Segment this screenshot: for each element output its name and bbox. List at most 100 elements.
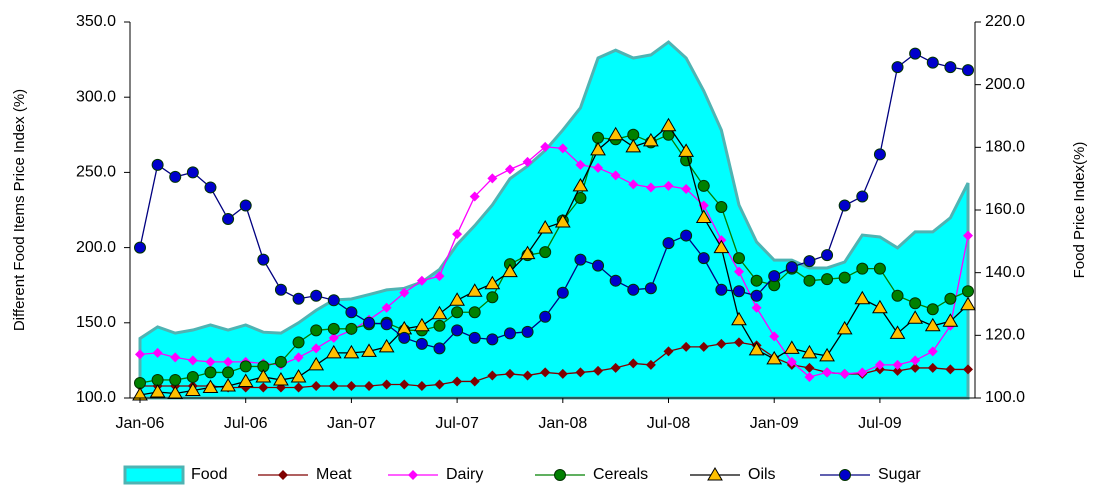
marker xyxy=(697,179,710,192)
marker xyxy=(856,190,869,203)
marker xyxy=(698,341,709,352)
marker xyxy=(732,252,745,265)
y2-tick-label: 220.0 xyxy=(985,13,1025,30)
marker xyxy=(292,336,305,349)
marker xyxy=(186,166,199,179)
marker xyxy=(325,344,342,359)
marker xyxy=(328,380,339,391)
marker xyxy=(239,199,252,212)
marker xyxy=(924,317,941,332)
marker xyxy=(963,364,973,375)
marker xyxy=(768,270,781,283)
marker xyxy=(151,373,164,386)
marker xyxy=(627,283,640,296)
marker xyxy=(574,253,587,266)
legend-label: Dairy xyxy=(446,466,483,483)
x-tick-label: Jan-09 xyxy=(750,415,799,432)
marker xyxy=(433,319,446,332)
y-tick-label: 100.0 xyxy=(76,389,116,406)
marker xyxy=(786,356,797,367)
marker xyxy=(838,271,851,284)
marker xyxy=(751,302,762,313)
marker xyxy=(927,346,938,357)
marker xyxy=(697,252,710,265)
y2-axis-title: Food Price Index(%) xyxy=(1071,142,1088,279)
marker xyxy=(328,332,339,343)
marker xyxy=(927,362,938,373)
marker xyxy=(290,368,307,383)
legend-swatch xyxy=(123,465,185,485)
marker xyxy=(503,327,516,340)
marker xyxy=(522,156,533,167)
y-tick-label: 150.0 xyxy=(76,314,116,331)
marker xyxy=(625,138,642,153)
marker xyxy=(872,299,888,314)
marker xyxy=(519,245,536,260)
marker xyxy=(149,383,166,398)
marker xyxy=(590,141,606,156)
x-tick-label: Jul-06 xyxy=(224,415,268,432)
marker xyxy=(838,199,851,212)
marker xyxy=(187,355,198,366)
marker xyxy=(926,303,939,316)
marker xyxy=(311,343,322,354)
marker xyxy=(469,376,480,387)
legend-item: Cereals xyxy=(535,466,648,483)
marker xyxy=(748,341,765,356)
marker xyxy=(257,253,270,266)
marker xyxy=(539,246,552,259)
marker xyxy=(416,275,427,286)
marker xyxy=(274,355,287,368)
legend-label: Food xyxy=(191,466,227,483)
marker xyxy=(346,380,357,391)
marker xyxy=(681,341,692,352)
marker xyxy=(716,338,727,349)
marker xyxy=(345,322,358,335)
x-tick-label: Jul-07 xyxy=(435,415,479,432)
marker xyxy=(593,365,604,376)
marker xyxy=(821,249,834,262)
marker xyxy=(152,347,163,358)
marker xyxy=(801,344,818,359)
marker xyxy=(610,362,621,373)
marker xyxy=(839,368,850,379)
marker xyxy=(433,342,446,355)
x-tick-label: Jan-06 xyxy=(116,415,165,432)
marker xyxy=(468,306,481,319)
marker xyxy=(521,325,534,338)
marker xyxy=(452,376,463,387)
legend-item: Meat xyxy=(258,466,352,483)
marker xyxy=(135,349,145,360)
marker xyxy=(785,261,798,274)
marker xyxy=(663,180,674,191)
marker xyxy=(466,283,483,297)
marker xyxy=(556,286,569,299)
marker xyxy=(451,306,464,319)
marker xyxy=(819,347,835,362)
marker xyxy=(822,367,833,378)
marker xyxy=(504,368,515,379)
marker xyxy=(645,182,656,193)
marker xyxy=(239,360,252,373)
marker xyxy=(593,162,604,173)
legend-marker xyxy=(707,467,723,481)
marker xyxy=(415,337,428,350)
legend-marker xyxy=(408,470,418,480)
marker xyxy=(452,229,463,240)
marker xyxy=(273,371,289,386)
marker xyxy=(592,131,605,144)
marker xyxy=(202,379,219,393)
marker xyxy=(399,287,410,298)
marker xyxy=(572,177,589,192)
marker xyxy=(963,230,973,241)
marker xyxy=(327,294,340,307)
marker xyxy=(945,364,956,375)
marker xyxy=(537,220,554,234)
marker xyxy=(627,128,640,141)
y2-tick-label: 160.0 xyxy=(985,201,1025,218)
marker xyxy=(431,305,448,320)
marker xyxy=(169,170,182,183)
marker xyxy=(327,322,340,335)
marker xyxy=(681,183,692,194)
marker xyxy=(364,380,375,391)
